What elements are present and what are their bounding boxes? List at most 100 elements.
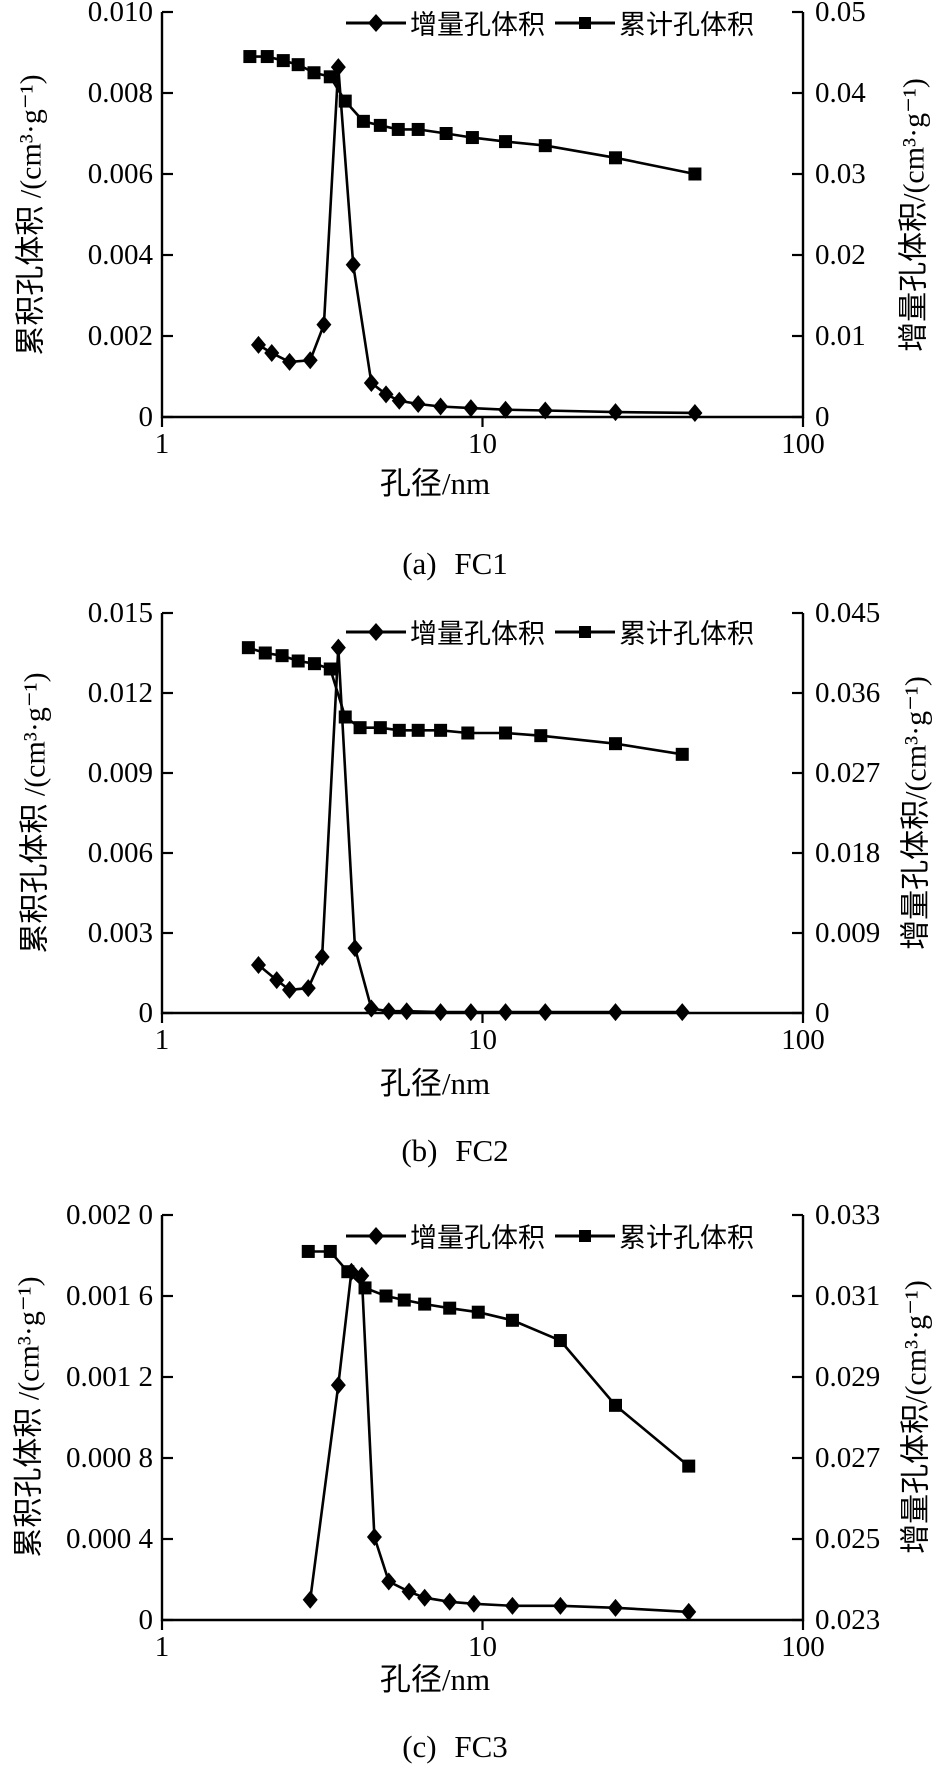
diamond-marker [300, 979, 316, 998]
square-marker [260, 50, 274, 64]
diamond-marker [433, 397, 449, 416]
left-tick-label: 0.010 [88, 0, 153, 28]
square-marker [258, 646, 272, 660]
diamond-marker [552, 1596, 568, 1615]
diamond-marker [399, 1002, 415, 1021]
square-marker [411, 723, 425, 737]
series-line [308, 1269, 689, 1614]
square-marker-icon [555, 1229, 615, 1242]
square-marker [499, 726, 513, 740]
diamond-marker [302, 1590, 318, 1609]
square-marker [301, 1244, 315, 1258]
left-tick-label: 0.006 [88, 837, 153, 869]
right-tick-label: 0.025 [815, 1523, 880, 1555]
square-marker [391, 122, 405, 136]
square-marker [608, 1398, 622, 1412]
x-tick-label: 100 [781, 1631, 825, 1663]
diamond-marker [363, 999, 379, 1018]
square-marker [323, 70, 337, 84]
legend-label-cumulative: 累计孔体积 [619, 10, 754, 40]
square-marker [465, 131, 479, 145]
left-tick-label: 0 [139, 401, 154, 433]
diamond-marker [463, 399, 479, 418]
diamond-marker [363, 373, 379, 392]
diamond-marker [330, 1376, 346, 1395]
right-tick-label: 0.027 [815, 1442, 880, 1474]
square-marker [373, 721, 387, 735]
chart-a: 0.0100.0080.0060.0040.00200.050.040.030.… [88, 0, 867, 460]
chart-b: 0.015 0.012 0.009 0.006 0.003 0 0.045 0.036 0.02… [88, 597, 881, 1056]
x-tick-label: 1 [155, 1631, 170, 1663]
square-marker [608, 737, 622, 751]
right-tick-label: 0.009 [815, 917, 880, 949]
chart-a-legend-item-cumulative: 累计孔体积 [555, 3, 754, 42]
diamond-marker [417, 1588, 433, 1607]
left-tick-label: 0.008 [88, 77, 153, 109]
chart-a-left-axis-label: 累积孔体积 /(cm³·g⁻¹) [14, 74, 48, 356]
square-marker [538, 139, 552, 153]
square-marker [434, 723, 448, 737]
diamond-marker [687, 403, 703, 422]
square-marker-icon [555, 625, 615, 638]
chart-a-legend: 增量孔体积 累计孔体积 [346, 3, 754, 42]
series-cumulative [301, 1244, 696, 1473]
chart-b-caption: (b) FC2 [401, 1133, 509, 1168]
square-marker [499, 135, 513, 149]
axis-frame [160, 12, 805, 419]
square-marker [392, 723, 406, 737]
right-tick-label: 0.033 [815, 1199, 880, 1231]
x-tick-label: 100 [781, 1024, 825, 1056]
right-tick-label: 0 [815, 401, 830, 433]
diamond-marker [345, 255, 361, 274]
diamond-marker [401, 1582, 417, 1601]
right-tick-label: 0.01 [815, 320, 866, 352]
x-tick-label: 100 [781, 428, 825, 460]
series-cumulative [243, 50, 702, 181]
left-tick-label: 0.009 [88, 757, 153, 789]
right-tick-label: 0.04 [815, 77, 866, 109]
square-marker [276, 54, 290, 68]
diamond-marker [282, 980, 298, 999]
chart-a-caption: (a) FC1 [402, 546, 508, 581]
x-tick-label: 1 [155, 1024, 170, 1056]
left-tick-label: 0.003 [88, 917, 153, 949]
diamond-marker [250, 335, 266, 354]
square-marker [443, 1301, 457, 1315]
series-line [257, 647, 683, 1014]
left-tick-label: 0.006 [88, 158, 153, 190]
left-tick-label: 0 [139, 997, 154, 1029]
legend-label-cumulative: 累计孔体积 [619, 619, 754, 649]
diamond-marker [504, 1596, 520, 1615]
diamond-marker [607, 1598, 623, 1617]
left-tick-label: 0.012 [88, 677, 153, 709]
square-marker [675, 747, 689, 761]
chart-c-legend: 增量孔体积 累计孔体积 [346, 1216, 754, 1255]
diamond-marker [537, 1003, 553, 1022]
square-marker [411, 122, 425, 136]
square-marker [682, 1459, 696, 1473]
diamond-marker [466, 1594, 482, 1613]
series-incremental [250, 638, 690, 1022]
diamond-marker [442, 1592, 458, 1611]
chart-a-legend-item-incremental: 增量孔体积 [346, 3, 545, 42]
x-tick-label: 10 [468, 1024, 497, 1056]
right-tick-label: 0.027 [815, 757, 880, 789]
diamond-marker [330, 638, 346, 657]
legend-label-incremental: 增量孔体积 [410, 619, 545, 649]
right-tick-label: 0.031 [815, 1280, 880, 1312]
right-tick-label: 0 [815, 997, 830, 1029]
diamond-marker [681, 1602, 697, 1621]
diamond-marker [381, 1572, 397, 1591]
right-tick-label: 0.023 [815, 1604, 880, 1636]
diamond-marker [314, 948, 330, 966]
right-tick-label: 0.02 [815, 239, 866, 271]
series-line [257, 67, 695, 415]
square-marker [553, 1334, 567, 1348]
diamond-marker [498, 1003, 514, 1022]
chart-a-x-axis-label: 孔径/nm [379, 466, 491, 501]
diamond-marker [463, 1003, 479, 1022]
right-tick-label: 0.036 [815, 677, 880, 709]
square-marker [341, 1265, 355, 1279]
square-marker [307, 657, 321, 671]
